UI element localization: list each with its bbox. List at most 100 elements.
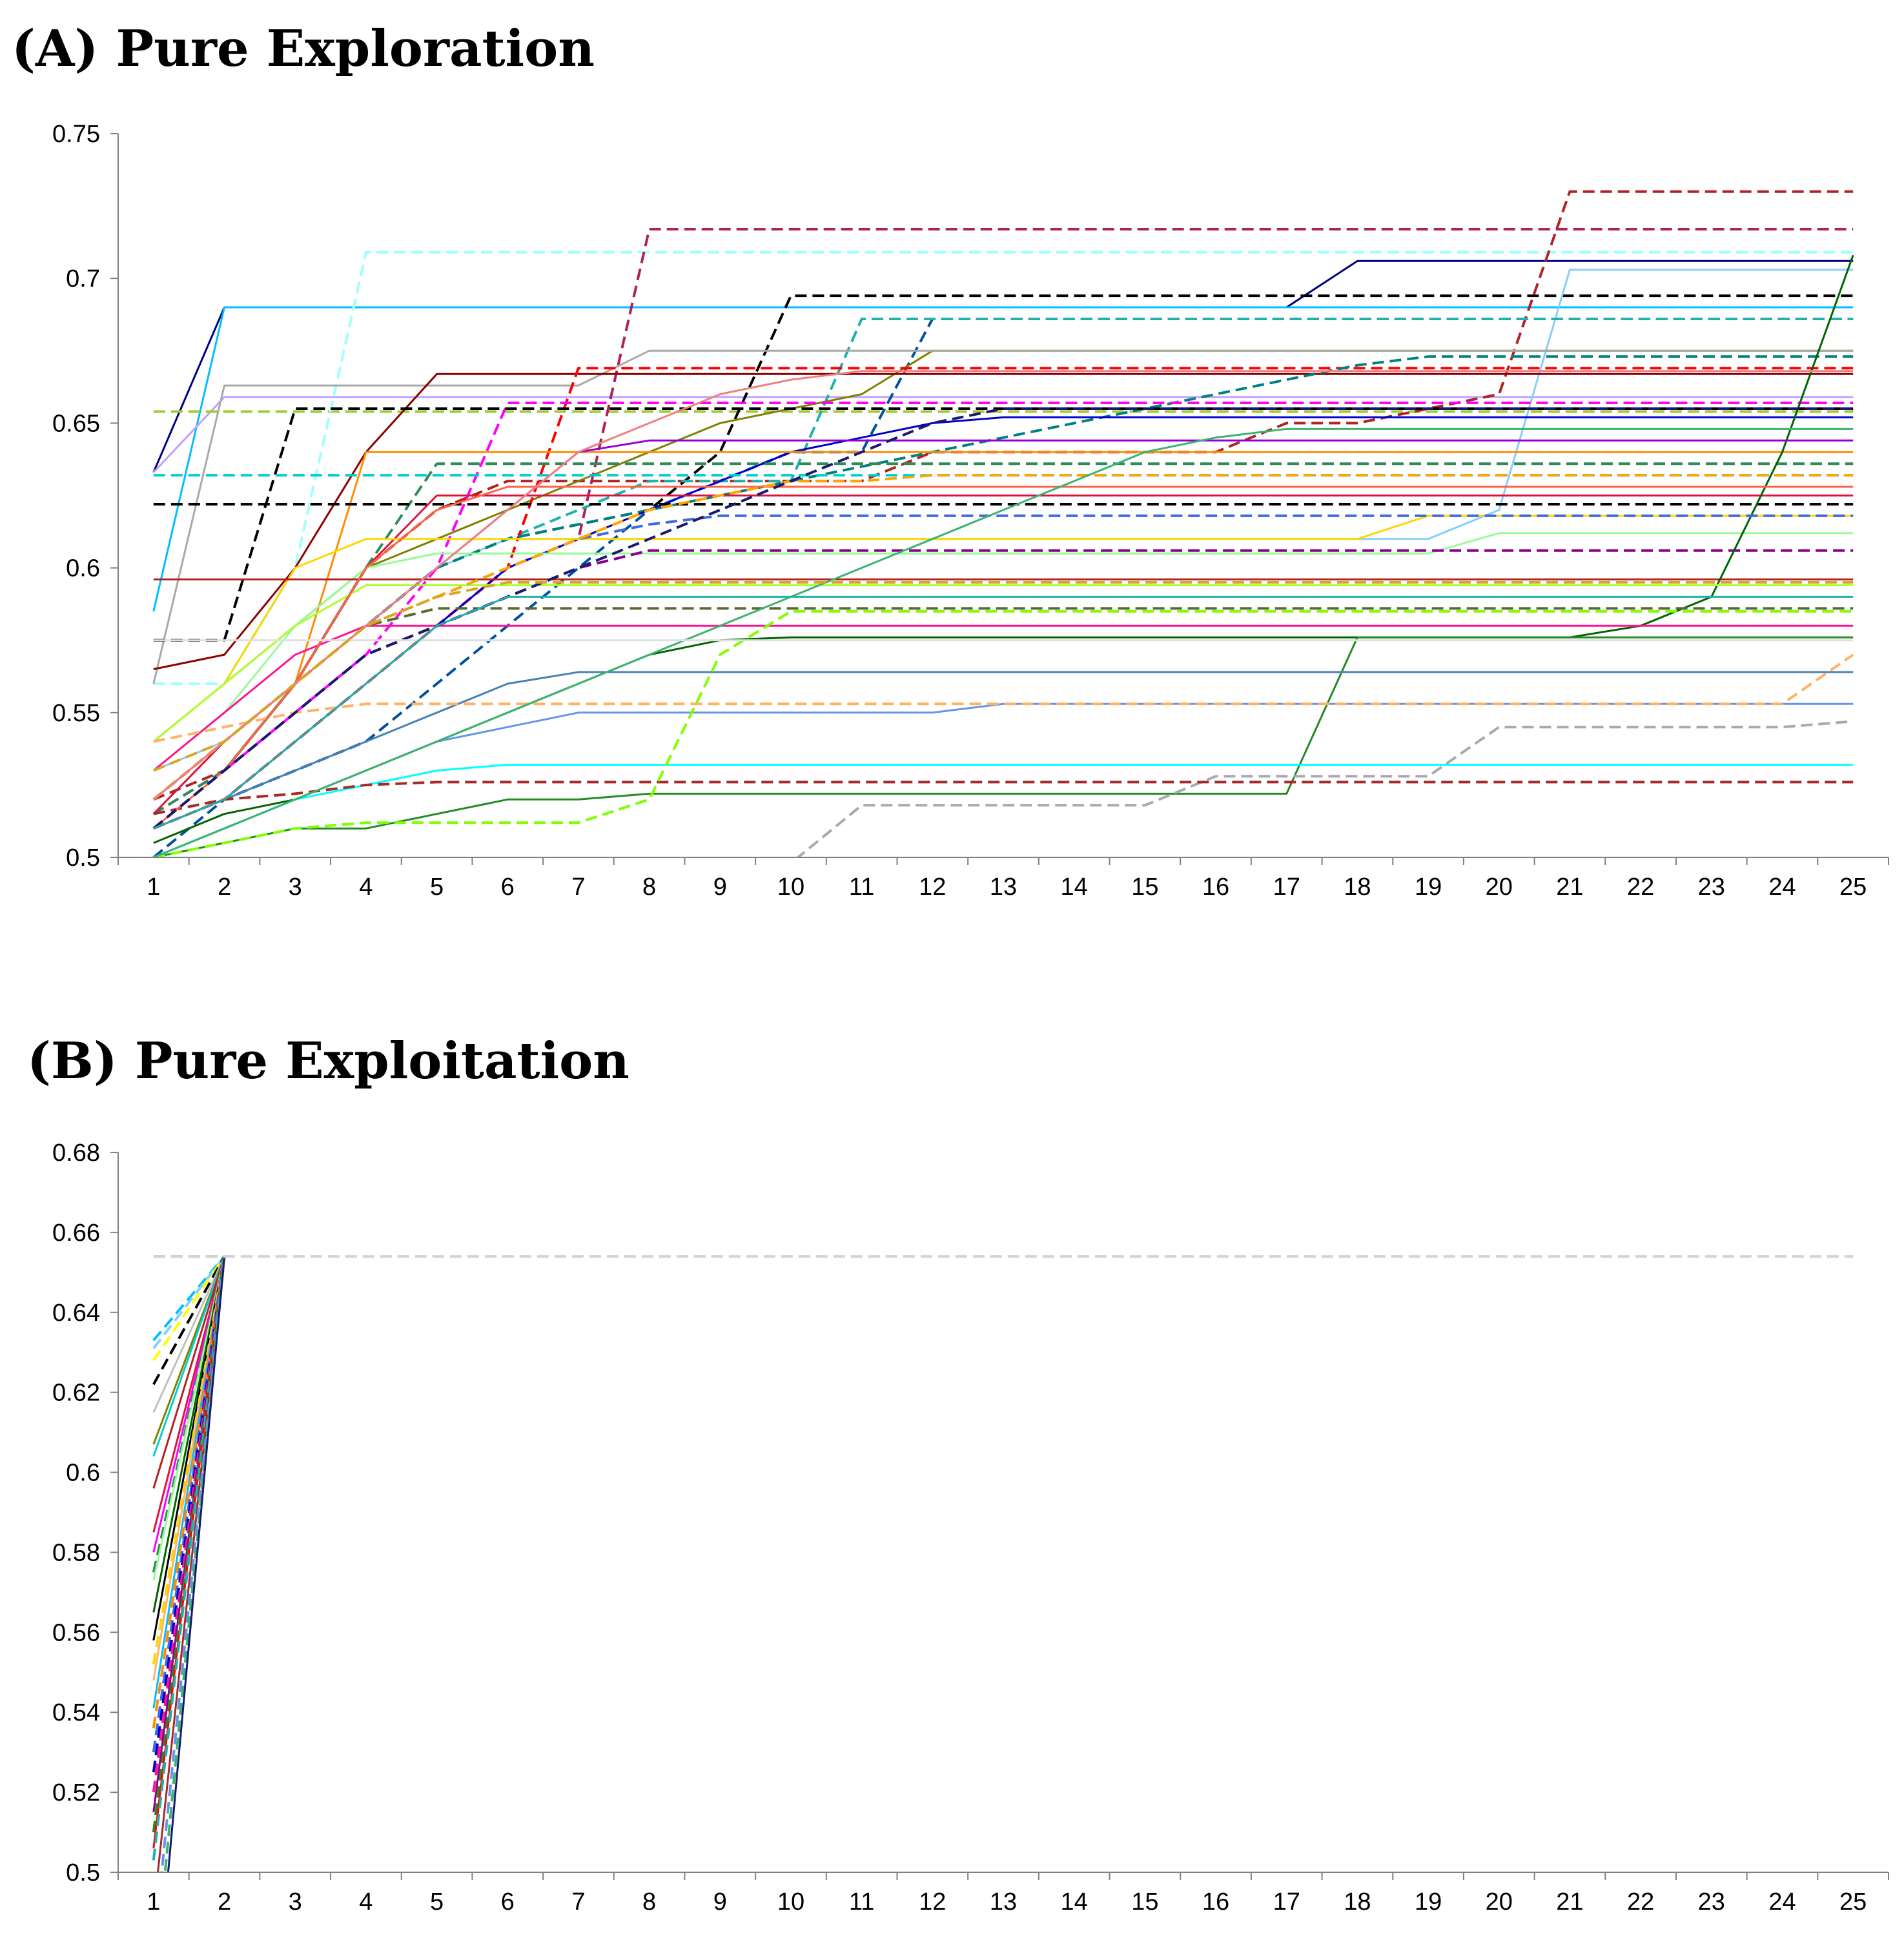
chart-a-y-tick-label: 0.7 [66,265,100,292]
chart-b-x-tick-label: 5 [430,1888,444,1916]
chart-b-series-line-4 [152,1255,226,1362]
chart-a-series-line-5 [153,250,1854,685]
chart-b-x-tick-label: 12 [919,1888,946,1916]
chart-b-x-tick-label: 6 [501,1888,515,1916]
chart-a-x-tick-label: 13 [990,874,1017,901]
chart-b-x-tick-label: 11 [849,1888,874,1916]
chart-b-x-tick-label: 22 [1627,1888,1654,1916]
chart-a-y-tick-label: 0.55 [52,700,100,727]
chart-a: 0.50.550.60.650.70.751 2 3 4 5 6 7 8 9 10 11 12 13 14… [52,121,1889,901]
chart-a-axes: 0.50.550.60.650.70.751 2 3 4 5 6 7 8 9 10 11 12 13 14… [52,121,1889,901]
chart-a-x-tick-label: 25 [1839,874,1867,901]
chart-b-series-line-30 [167,1256,225,1872]
chart-a-x-tick-label: 11 [849,874,874,901]
chart-b-x-tick-label: 18 [1344,1888,1371,1916]
chart-a-y-tick-label: 0.65 [52,410,100,437]
chart-a-series-line-8 [152,294,1854,801]
chart-a-series-line-2 [152,306,1854,612]
chart-a-series-line-33 [152,607,1854,801]
chart-b-x-tick-label: 25 [1839,1888,1867,1916]
chart-b-x-tick-label: 15 [1131,1888,1158,1916]
chart-b-series-line-5 [152,1256,226,1385]
chart-a-x-tick-label: 6 [501,874,515,901]
chart-a-x-tick-label: 24 [1768,874,1796,901]
chart-a-series-line-22 [152,462,1854,815]
chart-a-x-tick-label: 7 [571,874,585,901]
chart-a-x-tick-label: 20 [1486,874,1513,901]
chart-a-series-line-34 [153,671,1854,830]
chart-a-series-line-37 [153,653,1854,743]
chart-b-series-line-13 [152,1256,225,1581]
chart-a-series-line-30 [153,636,1854,857]
chart-a-x-tick-label: 2 [218,874,231,901]
chart-a-x-tick-label: 5 [430,874,444,901]
chart-a-y-tick-label: 0.75 [52,121,100,148]
chart-a-x-tick-label: 18 [1344,874,1371,901]
chart-b-x-tick-label: 19 [1415,1888,1442,1916]
chart-b-x-tick-label: 14 [1061,1888,1088,1916]
chart-b-axes: 0.50.520.540.560.580.60.620.640.660.681 2… [52,1140,1889,1916]
chart-a-series-line-20 [152,451,1854,801]
chart-a-title: (A) Pure Exploration [12,19,595,78]
chart-a-series-line-11 [152,318,1854,801]
chart-b-series-line-8 [152,1256,225,1457]
chart-b-series-line-9 [152,1256,225,1489]
chart-b-x-tick-label: 10 [777,1888,804,1916]
chart-b-x-tick-label: 8 [642,1888,656,1916]
chart-a-series-line-42 [152,486,1854,830]
chart-b-y-tick-label: 0.5 [66,1859,100,1886]
chart-a-y-tick-label: 0.5 [66,844,100,872]
chart-b-x-tick-label: 21 [1556,1888,1583,1916]
chart-a-x-tick-label: 9 [713,874,727,901]
chart-b-x-tick-label: 17 [1273,1888,1300,1916]
chart-a-x-tick-label: 17 [1273,874,1300,901]
chart-b-x-tick-label: 7 [571,1888,585,1916]
chart-a-series-line-38 [795,720,1854,857]
chart-a-x-tick-label: 8 [642,874,656,901]
chart-a-y-tick-label: 0.6 [66,555,100,582]
chart-a-x-tick-label: 21 [1556,874,1583,901]
chart-a-series-line-17 [152,402,1854,815]
chart-b-x-tick-label: 1 [147,1888,160,1916]
chart-b-title: (B) Pure Exploitation [27,1032,630,1090]
chart-a-x-tick-label: 16 [1202,874,1229,901]
chart-a-series-line-24 [152,495,1854,815]
chart-a-series-line-46 [152,370,1854,801]
chart-b-y-tick-label: 0.62 [52,1380,100,1407]
chart-a-series-line-25 [152,515,1854,742]
chart-a-series-line-44 [153,609,1854,857]
chart-a-series-line-3 [152,396,1854,473]
chart-a-x-tick-label: 22 [1627,874,1654,901]
chart-b-y-tick-label: 0.54 [52,1699,100,1726]
chart-a-x-tick-label: 12 [919,874,946,901]
chart-b-y-tick-label: 0.66 [52,1220,100,1247]
chart-a-x-tick-label: 10 [777,874,804,901]
chart-a-x-tick-label: 1 [147,874,160,901]
chart-b-y-tick-label: 0.58 [52,1539,100,1566]
chart-b-y-tick-label: 0.56 [52,1619,100,1646]
chart-b-series-line-6 [152,1256,225,1413]
chart-b-x-tick-label: 9 [713,1888,727,1916]
chart-b-y-tick-label: 0.6 [66,1460,100,1487]
chart-a-series-line-31 [152,584,1854,742]
chart-a-series-line-13 [152,349,1854,684]
chart-a-series-layer [152,190,1854,857]
chart-b-series-layer [152,1255,1854,1872]
chart-b-y-tick-label: 0.52 [52,1779,100,1806]
chart-a-series-line-39 [153,781,1854,815]
chart-b-x-tick-label: 20 [1486,1888,1513,1916]
chart-a-series-line-49 [153,595,1854,830]
chart-b-y-tick-label: 0.64 [52,1300,100,1327]
chart-a-x-tick-label: 3 [289,874,302,901]
chart-b-x-tick-label: 23 [1698,1888,1725,1916]
chart-b-x-tick-label: 3 [289,1888,302,1916]
chart-a-series-line-16 [152,355,1854,801]
chart-b-y-tick-label: 0.68 [52,1140,100,1167]
chart-a-series-line-26 [152,532,1854,772]
chart-a-series-line-47 [153,427,1854,857]
chart-b-series-line-20 [152,1256,226,1753]
chart-a-x-tick-label: 4 [359,874,373,901]
chart-a-series-line-50 [153,581,1854,772]
chart-b-x-tick-label: 24 [1768,1888,1796,1916]
